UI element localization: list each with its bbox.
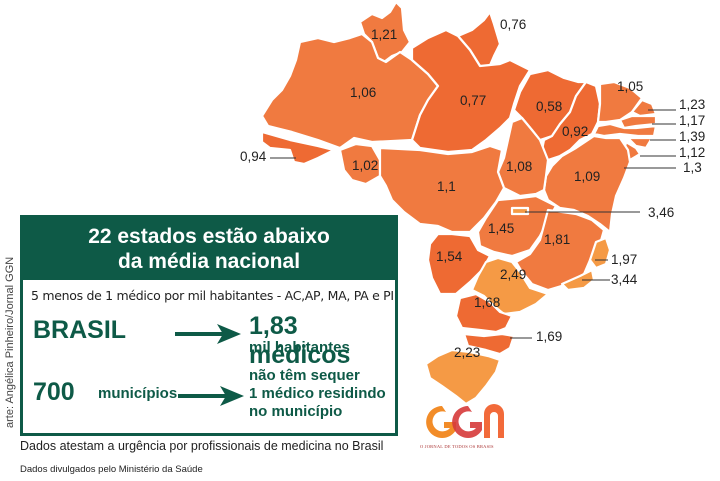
value-ce: 1,05	[617, 79, 644, 94]
state-ba	[542, 134, 632, 234]
value-rr: 1,21	[371, 27, 398, 42]
state-sc	[462, 332, 516, 356]
municipios-desc-line2: 1 médico residindo	[249, 385, 386, 402]
municipios-label: municípios	[98, 385, 178, 402]
arrow-right-icon	[178, 386, 244, 406]
value-al: 1,12	[679, 145, 706, 160]
value-ms: 1,54	[436, 249, 463, 264]
value-ba: 1,09	[574, 169, 601, 184]
ggn-logo	[426, 404, 504, 438]
value-pi: 0,92	[562, 124, 589, 139]
value-go: 1,45	[488, 221, 515, 236]
state-df	[510, 206, 530, 216]
value-ap: 0,76	[500, 17, 527, 32]
brasil-unit: mil habitantes	[249, 339, 350, 356]
source-note: Dados divulgados pelo Ministério da Saúd…	[20, 464, 203, 475]
state-pa	[410, 28, 532, 154]
municipios-description: não têm sequer 1 médico residindo no mun…	[249, 367, 386, 421]
value-pe: 1,39	[679, 129, 706, 144]
caption: Dados atestam a urgência por profissiona…	[20, 439, 384, 453]
state-ms	[426, 232, 492, 296]
value-pb: 1,17	[679, 113, 706, 128]
header-title-line1: 22 estados estão abaixo	[88, 225, 330, 248]
summary-box: 22 estados estão abaixo da média naciona…	[20, 215, 398, 436]
logo-tagline: O JORNAL DE TODOS OS BRASIS	[420, 444, 494, 449]
value-mg: 1,81	[544, 232, 571, 247]
value-to: 1,08	[506, 159, 533, 174]
state-mt	[378, 144, 506, 234]
leader-lines	[270, 109, 676, 339]
state-pr	[454, 292, 514, 334]
state-pe	[592, 122, 658, 138]
value-pr: 1,68	[474, 295, 501, 310]
summary-header: 22 estados estão abaixo da média naciona…	[23, 218, 395, 280]
value-mt: 1,1	[437, 179, 456, 194]
state-ac	[260, 130, 336, 166]
state-go	[476, 194, 558, 258]
art-credit: arte: Angélica Pinheiro/Jornal GGN	[4, 256, 16, 428]
state-to	[496, 116, 550, 198]
value-ma: 0,58	[536, 99, 563, 114]
header-subtitle: 5 menos de 1 médico por mil habitantes -…	[31, 288, 394, 303]
value-sc: 1,69	[536, 329, 563, 344]
value-pa: 0,77	[460, 93, 487, 108]
value-ro: 1,02	[352, 158, 379, 173]
value-es: 1,97	[611, 252, 638, 267]
municipios-desc-line1: não têm sequer	[249, 367, 360, 384]
arrow-right-icon	[175, 324, 241, 344]
value-sp: 2,49	[500, 267, 527, 282]
value-rs: 2,23	[454, 345, 481, 360]
value-se: 1,3	[683, 160, 702, 175]
state-rs	[424, 348, 502, 406]
value-ac: 0,94	[240, 149, 267, 164]
brasil-value: 1,83 médicos	[249, 312, 351, 369]
brasil-label: BRASIL	[33, 316, 127, 344]
municipios-count: 700	[33, 378, 75, 406]
value-rj: 3,44	[611, 272, 638, 287]
value-df: 3,46	[648, 205, 675, 220]
municipios-desc-line3: no município	[249, 403, 343, 420]
value-rn: 1,23	[679, 97, 706, 112]
value-am: 1,06	[350, 85, 377, 100]
header-title-line2: da média nacional	[117, 250, 301, 273]
state-sp	[470, 256, 550, 316]
state-al	[626, 136, 654, 150]
